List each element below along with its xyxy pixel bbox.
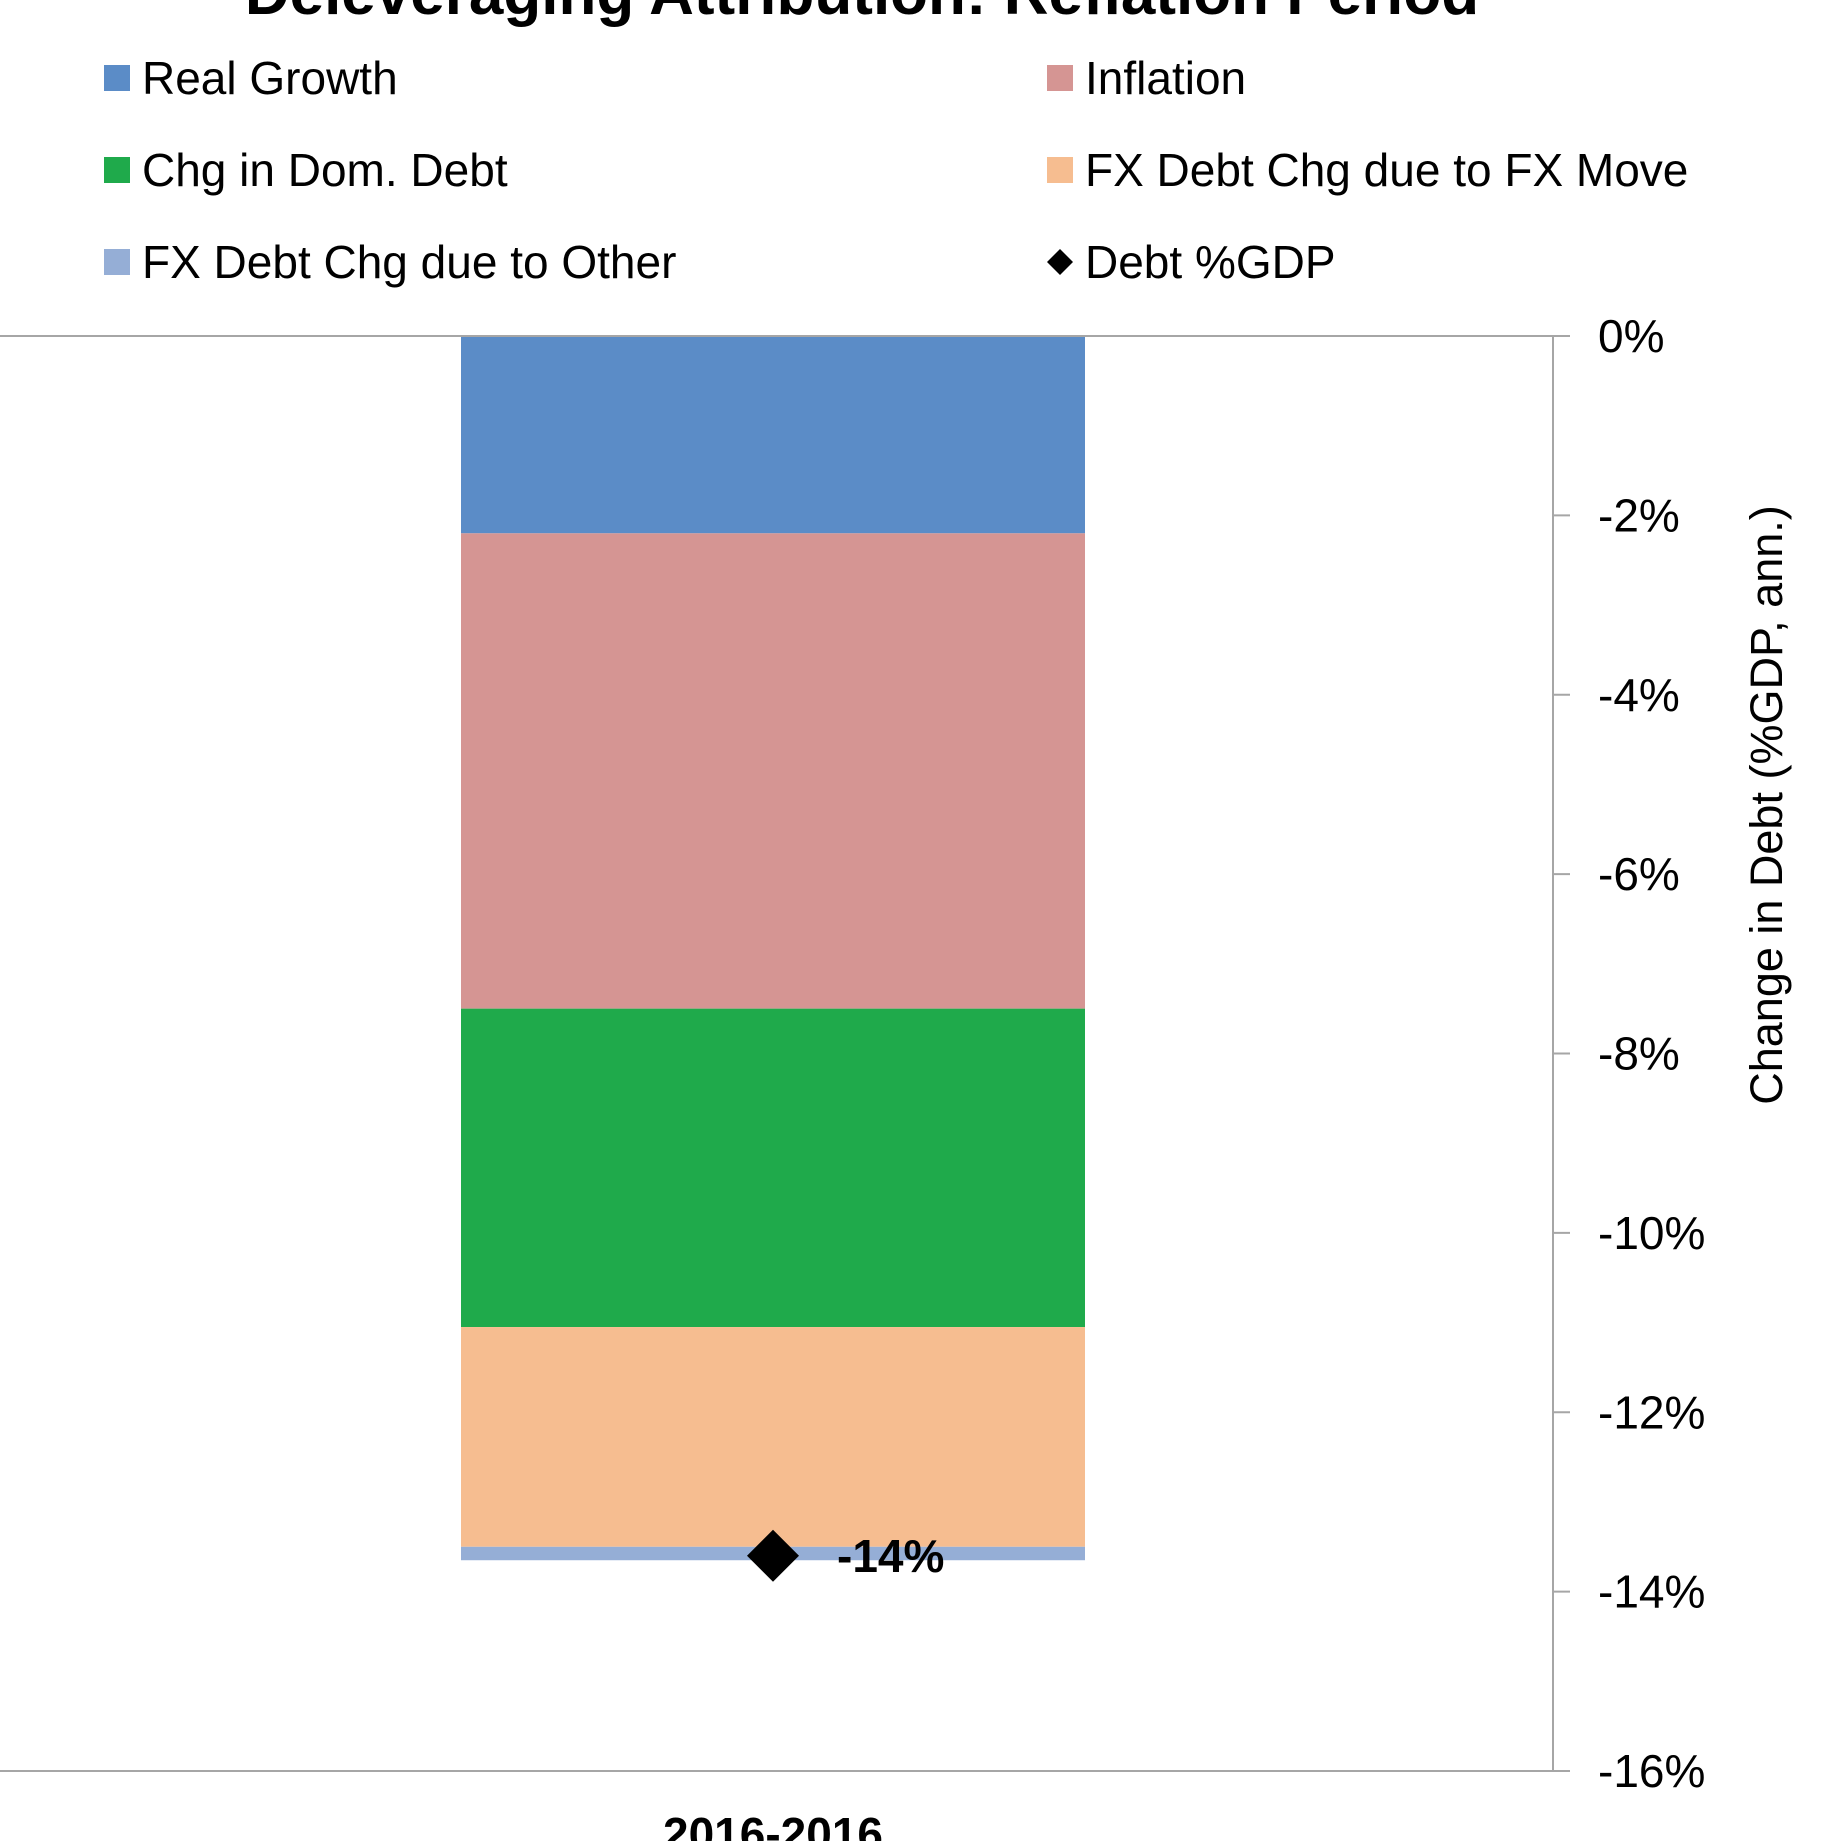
y-tick-label-8: -16% bbox=[1598, 1745, 1705, 1797]
bar-segment-1 bbox=[461, 533, 1085, 1009]
legend-item-1: Inflation bbox=[1047, 52, 1246, 104]
legend-label: Chg in Dom. Debt bbox=[142, 144, 508, 196]
legend-item-5: Debt %GDP bbox=[1047, 236, 1336, 288]
legend-item-4: FX Debt Chg due to Other bbox=[104, 236, 676, 288]
y-tick-label-0: 0% bbox=[1598, 310, 1664, 362]
legend-label: Debt %GDP bbox=[1085, 236, 1336, 288]
y-tick-label-2: -4% bbox=[1598, 669, 1680, 721]
bar-segment-3 bbox=[461, 1327, 1085, 1547]
legend-swatch bbox=[1047, 65, 1073, 91]
bar-segment-0 bbox=[461, 336, 1085, 534]
x-category-label-0: 2016-2016 bbox=[663, 1808, 883, 1841]
debt-gdp-marker bbox=[747, 1529, 799, 1582]
legend-label: Inflation bbox=[1085, 52, 1246, 104]
chart-title: Deleveraging Attribution: Reflation Peri… bbox=[245, 0, 1479, 28]
legend-item-3: FX Debt Chg due to FX Move bbox=[1047, 144, 1688, 196]
legend: Real Growth Inflation Chg in Dom. Debt FX D… bbox=[104, 52, 1688, 288]
legend-label: FX Debt Chg due to FX Move bbox=[1085, 144, 1688, 196]
y-axis-label: Change in Debt (%GDP, ann.) bbox=[1741, 505, 1792, 1105]
y-tick-label-1: -2% bbox=[1598, 489, 1680, 541]
y-tick-label-7: -14% bbox=[1598, 1566, 1705, 1618]
y-tick-label-6: -12% bbox=[1598, 1386, 1705, 1438]
debt-gdp-data-label: -14% bbox=[837, 1530, 944, 1582]
legend-swatch bbox=[104, 157, 130, 183]
legend-swatch bbox=[1047, 249, 1073, 275]
plot-area: -14% 2016-2016 bbox=[0, 335, 1553, 1841]
legend-swatch bbox=[1047, 157, 1073, 183]
legend-item-0: Real Growth bbox=[104, 52, 398, 104]
y-axis: 0% -2% -4% -6% -8% -10% -12% -14% -16% bbox=[1552, 310, 1705, 1797]
y-tick-label-3: -6% bbox=[1598, 848, 1680, 900]
y-tick-label-4: -8% bbox=[1598, 1028, 1680, 1080]
legend-swatch bbox=[104, 249, 130, 275]
y-tick-label-5: -10% bbox=[1598, 1207, 1705, 1259]
legend-swatch bbox=[104, 65, 130, 91]
bar-segment-2 bbox=[461, 1008, 1085, 1328]
legend-label: FX Debt Chg due to Other bbox=[142, 236, 676, 288]
legend-item-2: Chg in Dom. Debt bbox=[104, 144, 508, 196]
legend-label: Real Growth bbox=[142, 52, 398, 104]
